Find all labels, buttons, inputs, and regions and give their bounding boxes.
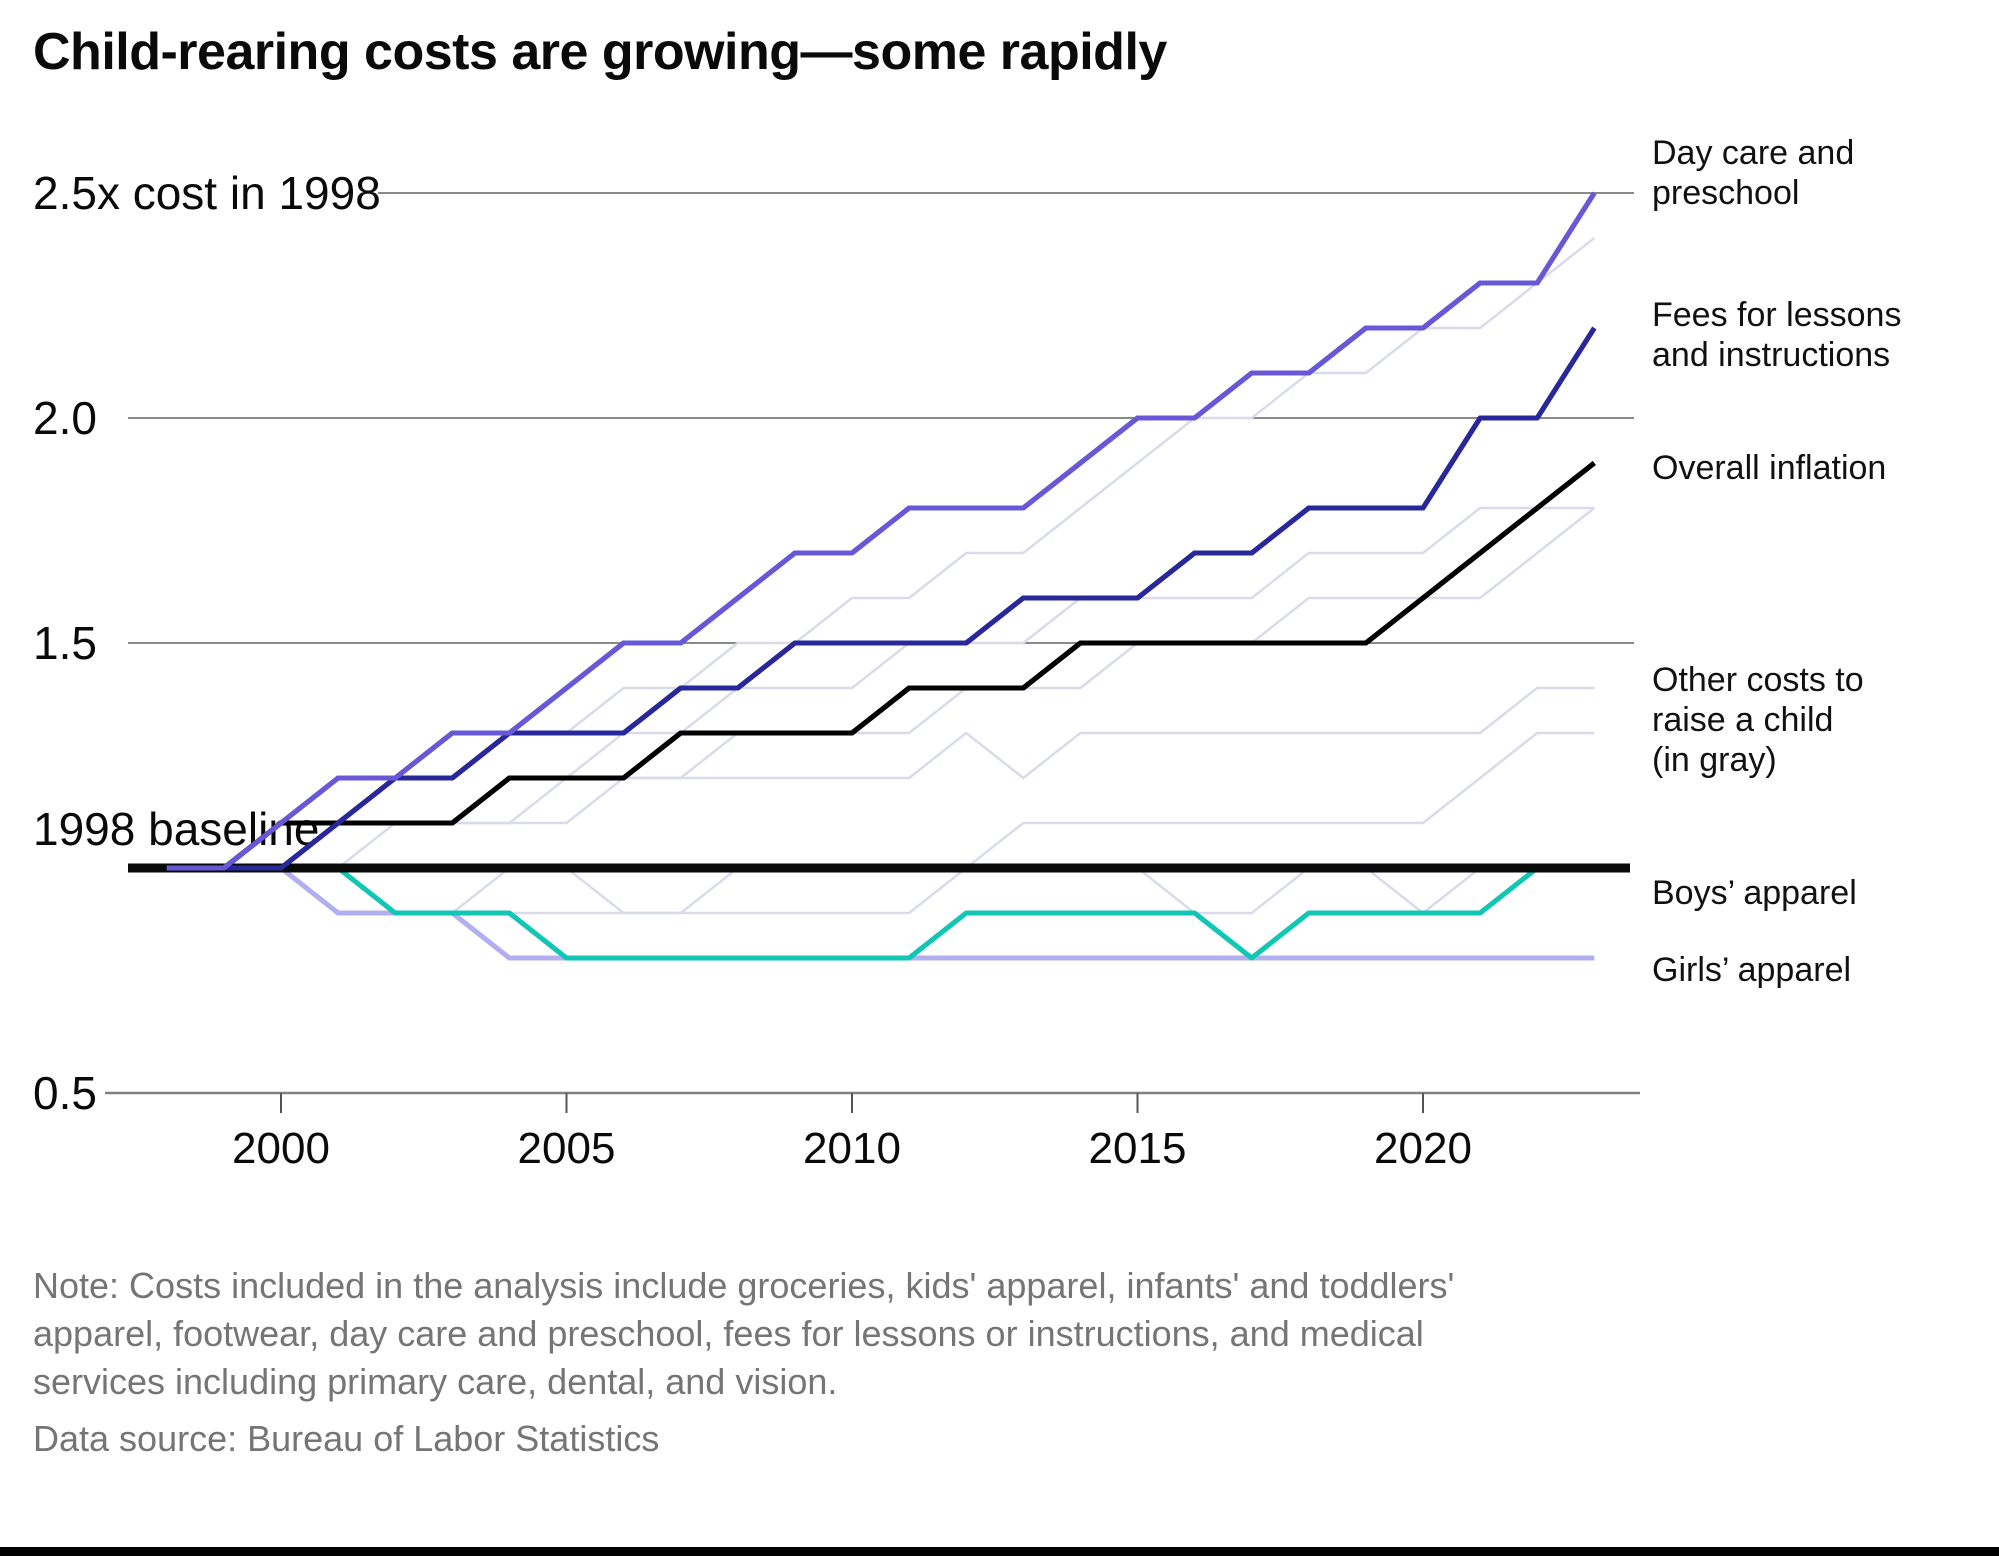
x-tick-label: 2015	[1089, 1124, 1187, 1173]
series-line-other-2	[166, 506, 1595, 870]
y-tick-label: 1.5	[33, 617, 97, 669]
series-line-daycare-preschool	[166, 191, 1597, 871]
x-tick-label: 2005	[518, 1124, 616, 1173]
series-line-other-3	[166, 507, 1596, 870]
data-source: Data source: Bureau of Labor Statistics	[33, 1418, 660, 1459]
bottom-divider-bar	[0, 1547, 1999, 1556]
x-tick-label: 2010	[803, 1124, 901, 1173]
y-tick-label: 2.5x cost in 1998	[33, 167, 381, 219]
legend-label-other-costs: Other costs to raise a child (in gray)	[1652, 661, 1864, 780]
legend-label-boys-apparel: Boys’ apparel	[1652, 874, 1857, 912]
legend-label-fees-lessons: Fees for lessons and instructions	[1652, 296, 1902, 375]
series-line-other-6	[166, 866, 1595, 915]
series-line-boys-apparel	[166, 865, 1595, 961]
y-tick-label: 2.0	[33, 392, 97, 444]
x-tick-label: 2000	[232, 1124, 330, 1173]
legend-label-daycare-preschool: Day care and preschool	[1652, 134, 1855, 213]
legend-label-overall-inflation: Overall inflation	[1652, 449, 1887, 487]
page-title: Child-rearing costs are growing—some rap…	[33, 23, 1167, 81]
series-line-fees-lessons	[166, 326, 1597, 871]
chart-note: Note: Costs included in the analysis inc…	[33, 1265, 1455, 1402]
y-tick-label: 0.5	[33, 1067, 97, 1119]
legend-label-girls-apparel: Girls’ apparel	[1652, 951, 1852, 989]
x-tick-label: 2020	[1374, 1124, 1472, 1173]
series-line-overall-inflation	[166, 461, 1596, 871]
